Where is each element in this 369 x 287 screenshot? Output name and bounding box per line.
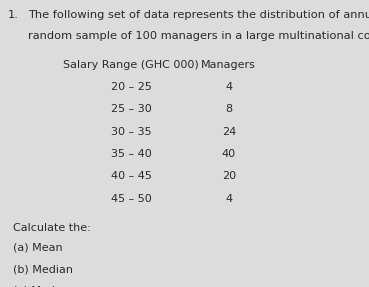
- Text: 1.: 1.: [8, 10, 19, 20]
- Text: Managers: Managers: [201, 60, 256, 70]
- Text: 4: 4: [225, 82, 232, 92]
- Text: random sample of 100 managers in a large multinational company:: random sample of 100 managers in a large…: [28, 31, 369, 41]
- Text: Calculate the:: Calculate the:: [13, 223, 91, 233]
- Text: 40: 40: [222, 149, 236, 159]
- Text: (c) Mode.: (c) Mode.: [13, 286, 65, 287]
- Text: 20 – 25: 20 – 25: [111, 82, 151, 92]
- Text: 25 – 30: 25 – 30: [111, 104, 151, 114]
- Text: 8: 8: [225, 104, 232, 114]
- Text: The following set of data represents the distribution of annual salaries of a: The following set of data represents the…: [28, 10, 369, 20]
- Text: 24: 24: [222, 127, 236, 137]
- Text: 40 – 45: 40 – 45: [111, 171, 151, 181]
- Text: 30 – 35: 30 – 35: [111, 127, 151, 137]
- Text: (a) Mean: (a) Mean: [13, 243, 62, 253]
- Text: (b) Median: (b) Median: [13, 264, 73, 274]
- Text: 45 – 50: 45 – 50: [111, 194, 151, 204]
- Text: 35 – 40: 35 – 40: [111, 149, 151, 159]
- Text: 20: 20: [222, 171, 236, 181]
- Text: 4: 4: [225, 194, 232, 204]
- Text: Salary Range (GHC 000): Salary Range (GHC 000): [63, 60, 199, 70]
